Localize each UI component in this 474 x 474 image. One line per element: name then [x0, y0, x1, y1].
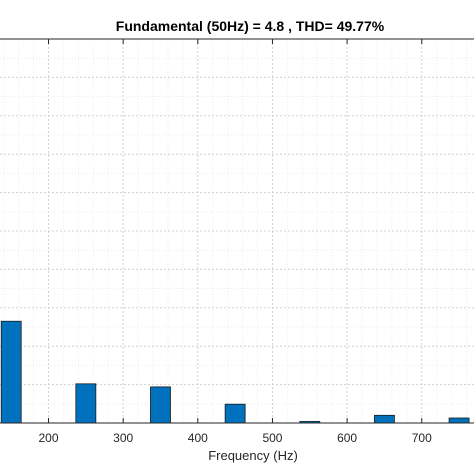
x-tick-label-600: 600: [337, 431, 357, 445]
bar-250hz: [75, 383, 97, 424]
bar-450hz: [224, 403, 246, 424]
bar-750hz: [448, 417, 470, 424]
x-ticks: 200 300 400 500 600 700: [39, 39, 432, 445]
x-tick-label-500: 500: [262, 431, 282, 445]
x-tick-label-700: 700: [412, 431, 432, 445]
bar-350hz: [150, 386, 171, 424]
x-tick-label-200: 200: [39, 431, 59, 445]
x-tick-label-400: 400: [188, 431, 208, 445]
x-axis-label: Frequency (Hz): [208, 448, 298, 463]
bar-150hz: [0, 320, 22, 424]
grid: [0, 38, 474, 424]
chart-title: Fundamental (50Hz) = 4.8 , THD= 49.77%: [116, 18, 385, 34]
bars: [0, 320, 470, 424]
axes: [0, 38, 474, 424]
bar-650hz: [374, 414, 395, 424]
x-tick-label-300: 300: [113, 431, 133, 445]
